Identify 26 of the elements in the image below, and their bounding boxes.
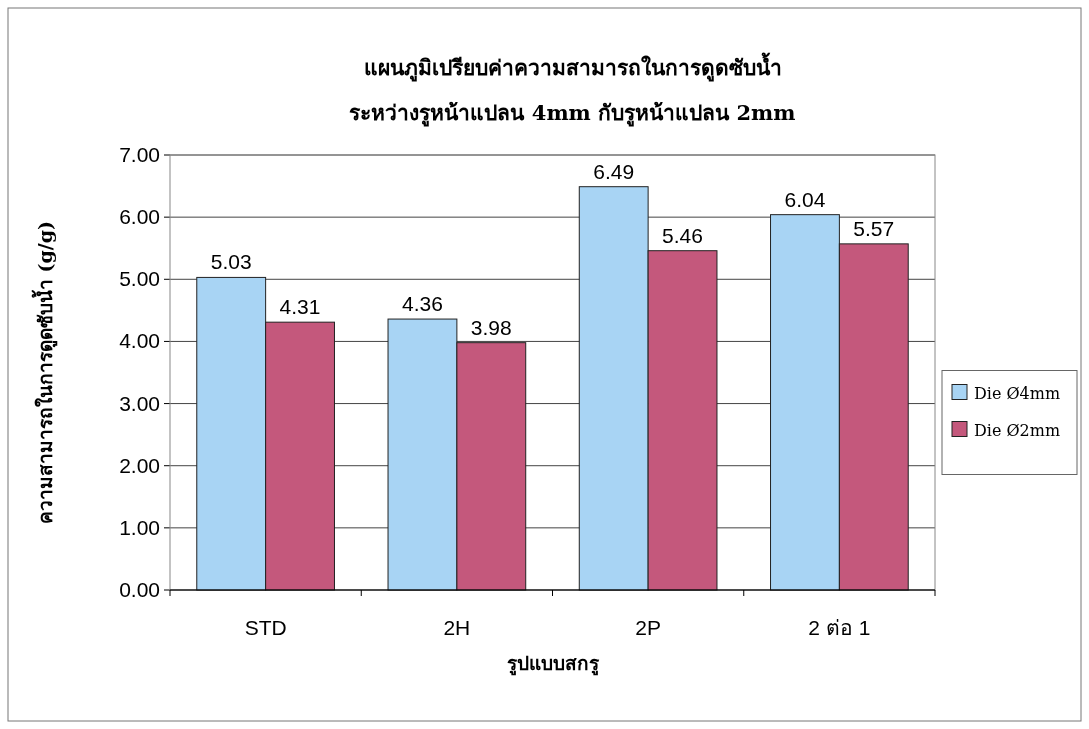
x-tick-label: STD — [244, 616, 287, 639]
chart-title: แผนภูมิเปรียบค่าความสามารถในการดูดซับน้ำ — [363, 52, 782, 82]
data-label: 4.31 — [279, 295, 321, 319]
data-label: 5.46 — [662, 223, 703, 247]
y-tick-label: 6.00 — [119, 205, 160, 229]
y-tick-label: 4.00 — [119, 329, 160, 353]
y-tick-label: 2.00 — [119, 453, 160, 477]
y-tick-label: 7.00 — [119, 143, 160, 166]
data-label: 4.36 — [402, 292, 443, 316]
legend-label: Die Ø4mm — [974, 383, 1061, 403]
data-label: 5.57 — [853, 216, 895, 240]
data-label: 5.03 — [210, 250, 252, 274]
y-axis-title: ความสามารถในการดูดซับน้ำ (g/g) — [31, 220, 58, 525]
data-label: 6.04 — [784, 187, 826, 211]
y-tick-label: 3.00 — [119, 391, 160, 415]
x-tick-label: 2P — [635, 616, 661, 639]
y-tick-label: 1.00 — [119, 515, 160, 539]
y-tick-label: 0.00 — [119, 578, 160, 601]
data-label: 3.98 — [470, 315, 512, 339]
legend-label: Die Ø2mm — [974, 420, 1061, 440]
y-tick-label: 5.00 — [119, 267, 160, 291]
data-label: 6.49 — [593, 159, 635, 183]
chart-subtitle: ระหว่างรูหน้าแปลน 4mm กับรูหน้าแปลน 2mm — [349, 100, 796, 127]
x-tick-label: 2 ต่อ 1 — [808, 616, 871, 639]
x-axis-title: รูปแบบสกรู — [506, 652, 600, 676]
x-tick-label: 2H — [443, 616, 471, 639]
